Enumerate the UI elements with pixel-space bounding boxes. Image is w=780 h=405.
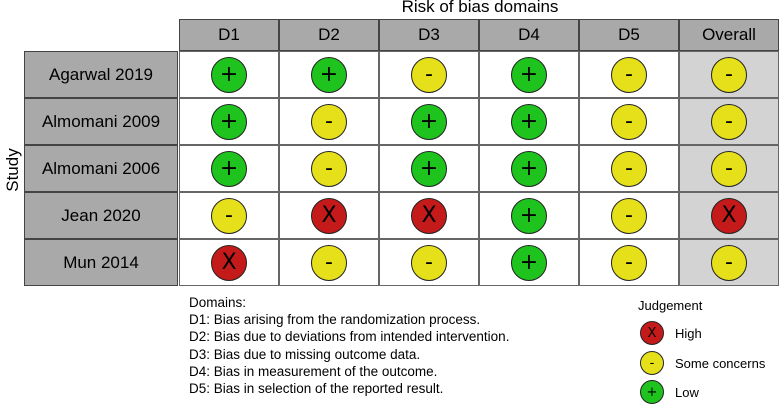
legend-low-marker: + — [640, 380, 664, 404]
judgement-some-marker: - — [711, 150, 747, 187]
judgement-some-marker: - — [311, 103, 347, 140]
legend-low-label: Low — [675, 384, 699, 400]
legend-title: Judgement — [638, 298, 703, 313]
judgement-low-marker: + — [311, 56, 347, 93]
judgement-low-marker: + — [511, 150, 547, 187]
judgement-cell: - — [679, 239, 779, 286]
judgement-cell: - — [379, 239, 479, 286]
judgement-low-marker: + — [211, 150, 247, 187]
judgement-cell: - — [679, 51, 779, 98]
legend-item-high: X High — [640, 320, 702, 346]
judgement-cell: - — [679, 145, 779, 192]
column-header-d1: D1 — [179, 19, 279, 51]
judgement-low-marker: + — [211, 56, 247, 93]
domain-note-d4: D4: Bias in measurement of the outcome. — [189, 363, 438, 379]
judgement-some-marker: - — [411, 56, 447, 93]
judgement-cell: X — [179, 239, 279, 286]
judgement-cell: - — [179, 192, 279, 239]
legend-some-label: Some concerns — [675, 355, 766, 371]
domain-note-d5: D5: Bias in selection of the reported re… — [189, 381, 444, 397]
judgement-high-marker: X — [711, 197, 747, 234]
judgement-cell: - — [279, 98, 379, 145]
judgement-cell: + — [479, 192, 579, 239]
judgement-low-marker: + — [511, 103, 547, 140]
judgement-cell: + — [179, 145, 279, 192]
study-label: Mun 2014 — [24, 239, 178, 286]
judgement-cell: X — [679, 192, 779, 239]
judgement-cell: + — [379, 145, 479, 192]
judgement-some-marker: - — [311, 150, 347, 187]
judgement-high-marker: X — [311, 197, 347, 234]
study-label: Almomani 2009 — [24, 98, 178, 145]
judgement-cell: - — [579, 239, 679, 286]
judgement-cell: + — [179, 51, 279, 98]
judgement-cell: + — [179, 98, 279, 145]
judgement-low-marker: + — [511, 244, 547, 281]
column-header-d5: D5 — [579, 19, 679, 51]
chart-title: Risk of bias domains — [401, 0, 559, 16]
judgement-some-marker: - — [611, 103, 647, 140]
legend-item-some-concerns: - Some concerns — [640, 350, 765, 376]
legend-item-low: + Low — [640, 379, 699, 405]
judgement-high-marker: X — [411, 197, 447, 234]
domain-note-d1: D1: Bias arising from the randomization … — [189, 312, 481, 328]
y-axis-label: Study — [3, 148, 22, 192]
judgement-high-marker: X — [211, 244, 247, 281]
judgement-low-marker: + — [211, 103, 247, 140]
judgement-cell: - — [579, 98, 679, 145]
judgement-cell: - — [579, 145, 679, 192]
judgement-cell: + — [379, 98, 479, 145]
judgement-cell: + — [279, 51, 379, 98]
judgement-cell: + — [479, 145, 579, 192]
judgement-some-marker: - — [311, 244, 347, 281]
study-label: Jean 2020 — [24, 192, 178, 239]
judgement-cell: - — [379, 51, 479, 98]
legend-high-marker: X — [640, 321, 664, 345]
judgement-cell: + — [479, 51, 579, 98]
domains-heading: Domains: — [189, 295, 247, 310]
judgement-some-marker: - — [611, 244, 647, 281]
judgement-low-marker: + — [411, 103, 447, 140]
judgement-some-marker: - — [711, 103, 747, 140]
judgement-cell: - — [279, 239, 379, 286]
judgement-cell: + — [479, 98, 579, 145]
judgement-some-marker: - — [611, 197, 647, 234]
column-header-d2: D2 — [279, 19, 379, 51]
judgement-cell: - — [579, 51, 679, 98]
judgement-low-marker: + — [511, 197, 547, 234]
judgement-some-marker: - — [611, 56, 647, 93]
judgement-some-marker: - — [611, 150, 647, 187]
legend-some-marker: - — [640, 351, 664, 375]
judgement-low-marker: + — [411, 150, 447, 187]
judgement-cell: - — [579, 192, 679, 239]
judgement-some-marker: - — [711, 56, 747, 93]
domains-notes: Domains: D1: Bias arising from the rando… — [189, 294, 509, 397]
domain-note-d2: D2: Bias due to deviations from intended… — [189, 329, 510, 345]
judgement-cell: X — [379, 192, 479, 239]
study-label: Almomani 2006 — [24, 145, 178, 192]
judgement-cell: X — [279, 192, 379, 239]
judgement-cell: - — [279, 145, 379, 192]
judgement-some-marker: - — [711, 244, 747, 281]
legend-high-label: High — [675, 325, 702, 341]
judgement-cell: + — [479, 239, 579, 286]
study-label: Agarwal 2019 — [24, 51, 178, 98]
domain-note-d3: D3: Bias due to missing outcome data. — [189, 346, 421, 362]
column-header-overall: Overall — [679, 19, 779, 51]
column-header-d4: D4 — [479, 19, 579, 51]
judgement-some-marker: - — [211, 197, 247, 234]
judgement-cell: - — [679, 98, 779, 145]
judgement-some-marker: - — [411, 244, 447, 281]
judgement-low-marker: + — [511, 56, 547, 93]
column-header-d3: D3 — [379, 19, 479, 51]
